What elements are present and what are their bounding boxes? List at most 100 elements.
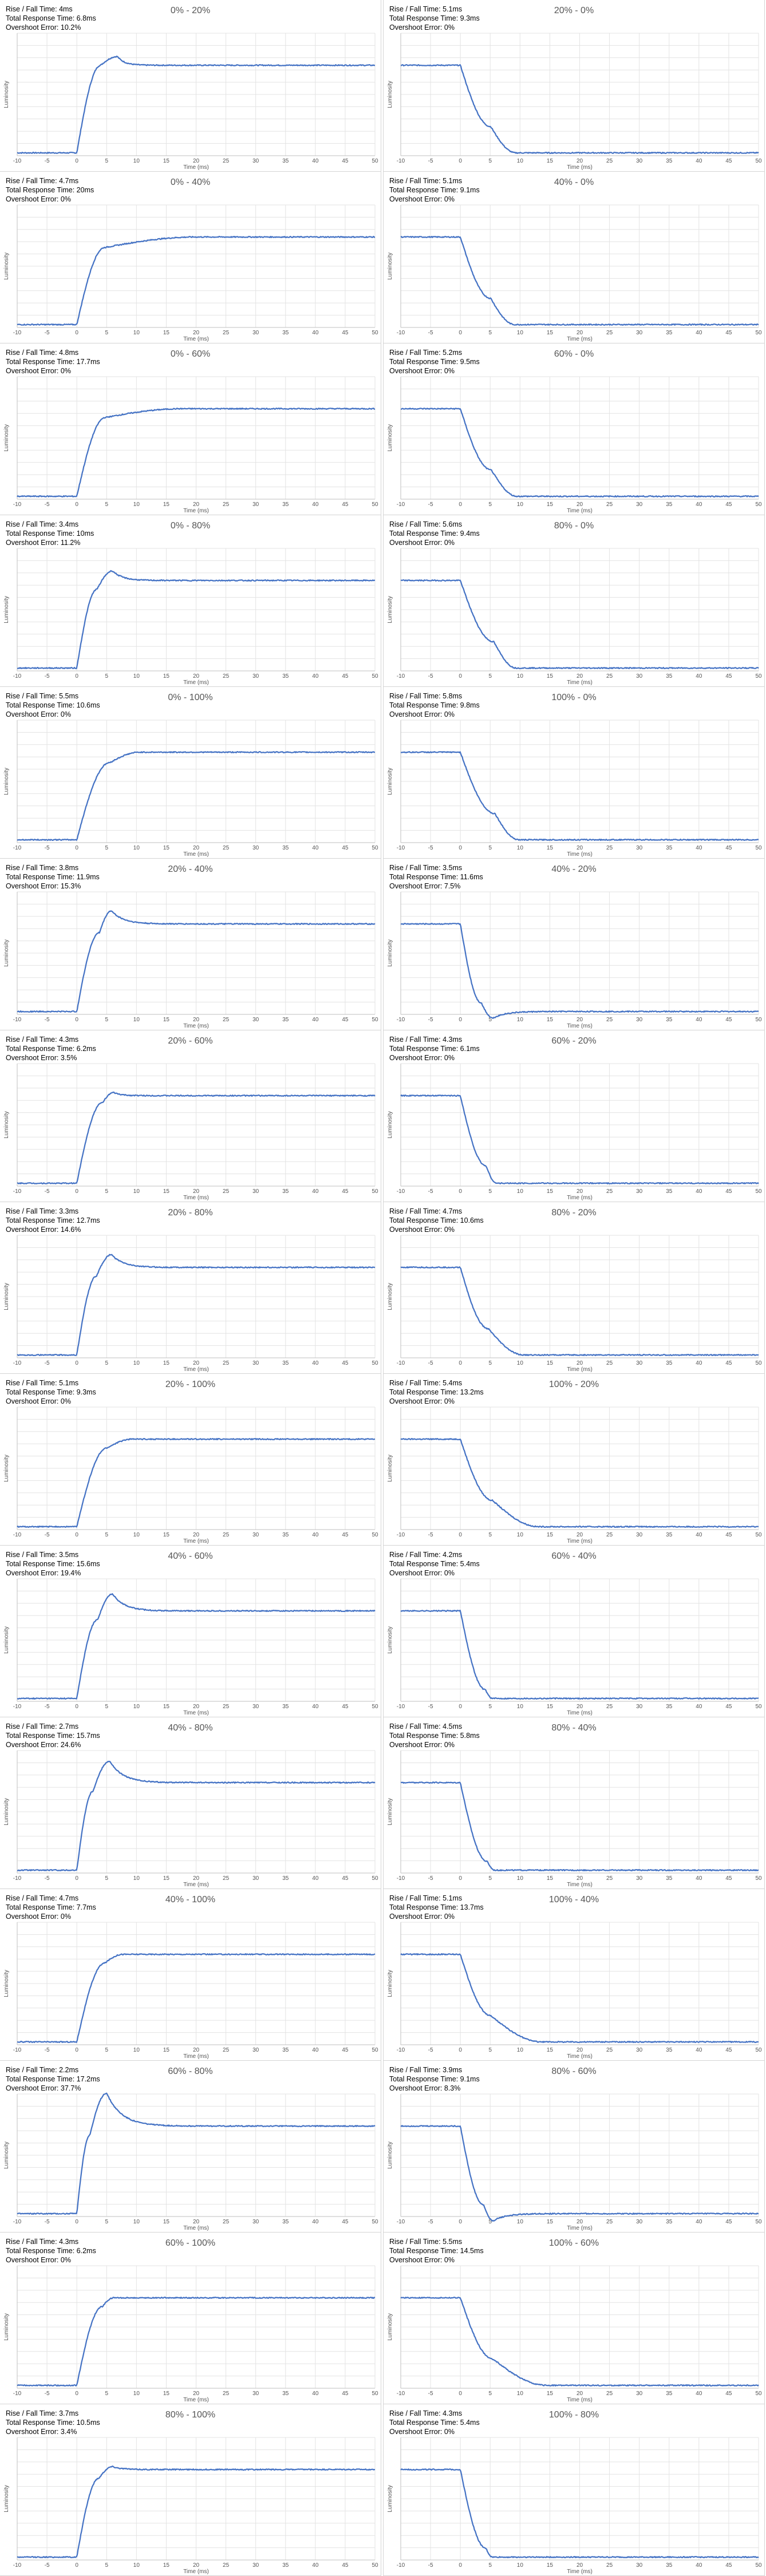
x-tick-label: 25 xyxy=(606,1188,613,1195)
x-tick-label: 45 xyxy=(725,1875,732,1882)
x-axis-label: Time (ms) xyxy=(183,1195,209,1201)
x-tick-label: 40 xyxy=(312,158,319,164)
panel-title-row: 0% - 40% xyxy=(0,177,381,188)
x-tick-label: 5 xyxy=(105,1360,108,1366)
y-axis-label: Luminosity xyxy=(3,939,10,967)
x-tick-label: 35 xyxy=(666,1017,673,1023)
response-panel: -10 -5 0 5 10 15 20 25 30 35 40 45 50 Time (ms) Lumino… xyxy=(383,2232,765,2404)
rise-fall-time: Rise / Fall Time: 5.5ms xyxy=(389,2238,463,2246)
y-axis-label: Luminosity xyxy=(387,81,393,108)
rise-fall-time: Rise / Fall Time: 5.5ms xyxy=(6,692,79,700)
x-tick-label: 5 xyxy=(105,1017,108,1023)
panel-title-row: 100% - 40% xyxy=(384,1895,764,1905)
overshoot-error: Overshoot Error: 0% xyxy=(389,23,455,31)
x-tick-label: 50 xyxy=(372,158,378,164)
x-tick-label: -5 xyxy=(45,2391,50,2397)
x-tick-label: 25 xyxy=(223,1875,230,1882)
x-tick-label: 50 xyxy=(372,2562,378,2569)
panel-plot: -10 -5 0 5 10 15 20 25 30 35 40 45 50 Time (ms) Lumino… xyxy=(3,548,378,686)
x-tick-label: 35 xyxy=(666,1704,673,1710)
rise-fall-time: Rise / Fall Time: 4.3ms xyxy=(389,1036,463,1044)
rise-fall-time: Rise / Fall Time: 4.2ms xyxy=(389,1551,463,1559)
x-tick-label: 50 xyxy=(755,2391,762,2397)
x-tick-label: 20 xyxy=(193,1532,200,1538)
transition-title: 80% - 20% xyxy=(551,1208,597,1218)
x-tick-label: 45 xyxy=(342,2562,349,2569)
x-tick-label: 30 xyxy=(252,673,259,679)
x-tick-label: 20 xyxy=(193,1875,200,1882)
x-tick-label: 5 xyxy=(488,845,492,851)
panel-plot: -10 -5 0 5 10 15 20 25 30 35 40 45 50 Time (ms) Lumino… xyxy=(387,2265,762,2403)
response-panel: -10 -5 0 5 10 15 20 25 30 35 40 45 50 Time (ms) Lumino… xyxy=(383,1717,765,1889)
x-tick-label: 40 xyxy=(312,1017,319,1023)
x-tick-label: 5 xyxy=(105,330,108,336)
x-tick-label: 30 xyxy=(252,1188,259,1195)
x-tick-label: -5 xyxy=(45,158,50,164)
x-tick-label: 20 xyxy=(193,2047,200,2053)
luminosity-series-line xyxy=(400,2468,759,2558)
response-stats: Rise / Fall Time: 3.5ms Total Response Ti… xyxy=(6,1550,100,1578)
response-stats: Rise / Fall Time: 3.7ms Total Response Ti… xyxy=(6,2409,100,2436)
rise-fall-time: Rise / Fall Time: 4.3ms xyxy=(389,2409,463,2417)
x-tick-label: 20 xyxy=(193,2391,200,2397)
x-tick-label: -10 xyxy=(397,501,405,508)
x-tick-label: 30 xyxy=(636,2047,643,2053)
x-tick-label: -5 xyxy=(45,1704,50,1710)
x-axis-label: Time (ms) xyxy=(183,2225,209,2231)
total-response-time: Total Response Time: 9.5ms xyxy=(389,358,480,366)
x-tick-label: 15 xyxy=(163,1532,170,1538)
x-tick-label: 10 xyxy=(133,1360,140,1366)
overshoot-error: Overshoot Error: 0% xyxy=(389,1054,455,1062)
x-tick-label: 25 xyxy=(606,158,613,164)
x-tick-label: 35 xyxy=(282,1188,289,1195)
rise-fall-time: Rise / Fall Time: 5.6ms xyxy=(389,520,463,528)
x-tick-label: 0 xyxy=(75,673,78,679)
x-tick-label: 35 xyxy=(666,158,673,164)
x-tick-label: 10 xyxy=(133,2047,140,2053)
x-tick-label: 40 xyxy=(312,330,319,336)
x-tick-label: -5 xyxy=(45,1532,50,1538)
luminosity-series-line xyxy=(401,750,759,841)
x-axis-label: Time (ms) xyxy=(567,1710,593,1716)
x-tick-label: 5 xyxy=(105,1532,108,1538)
panel-plot: -10 -5 0 5 10 15 20 25 30 35 40 45 50 Time (ms) Lumino… xyxy=(387,1406,762,1544)
x-tick-label: -5 xyxy=(428,1017,433,1023)
x-tick-label: -10 xyxy=(13,1188,22,1195)
panel-plot: -10 -5 0 5 10 15 20 25 30 35 40 45 50 Time (ms) Lumino… xyxy=(3,1406,378,1544)
x-tick-label: 15 xyxy=(163,2047,170,2053)
panel-plot: -10 -5 0 5 10 15 20 25 30 35 40 45 50 Time (ms) Lumino… xyxy=(387,2093,762,2231)
total-response-time: Total Response Time: 10.6ms xyxy=(6,701,100,709)
total-response-time: Total Response Time: 7.7ms xyxy=(6,1903,96,1911)
x-tick-label: 10 xyxy=(133,2219,140,2225)
transition-title: 100% - 80% xyxy=(548,2410,599,2420)
panel-title-row: 80% - 20% xyxy=(384,1208,764,1218)
luminosity-series-line xyxy=(17,1760,376,1871)
total-response-time: Total Response Time: 12.7ms xyxy=(6,1216,100,1224)
x-tick-label: 50 xyxy=(755,1360,762,1366)
x-tick-label: 0 xyxy=(459,1875,462,1882)
luminosity-series-line xyxy=(17,570,376,669)
x-tick-label: 45 xyxy=(342,2047,349,2053)
total-response-time: Total Response Time: 9.4ms xyxy=(389,530,480,538)
x-tick-label: 5 xyxy=(488,330,492,336)
x-tick-label: 40 xyxy=(312,673,319,679)
response-stats: Rise / Fall Time: 3.8ms Total Response Ti… xyxy=(6,863,100,891)
x-tick-label: 20 xyxy=(577,1875,583,1882)
x-tick-label: 50 xyxy=(372,845,378,851)
x-axis-label: Time (ms) xyxy=(567,2397,593,2403)
overshoot-error: Overshoot Error: 3.4% xyxy=(6,2428,77,2436)
x-tick-label: 40 xyxy=(696,1875,702,1882)
luminosity-series-line xyxy=(400,1781,759,1871)
total-response-time: Total Response Time: 9.8ms xyxy=(389,701,480,709)
panel-title-row: 80% - 100% xyxy=(0,2410,381,2420)
overshoot-error: Overshoot Error: 3.5% xyxy=(6,1054,77,1062)
response-stats: Rise / Fall Time: 3.5ms Total Response Ti… xyxy=(389,863,483,891)
rise-fall-time: Rise / Fall Time: 3.3ms xyxy=(6,1207,79,1215)
x-tick-label: 25 xyxy=(606,1360,613,1366)
x-tick-label: 40 xyxy=(312,501,319,508)
x-tick-label: 0 xyxy=(459,845,462,851)
x-tick-label: 40 xyxy=(696,2047,702,2053)
response-panel: -10 -5 0 5 10 15 20 25 30 35 40 45 50 Time (ms) Lumino… xyxy=(383,515,765,687)
x-tick-label: -5 xyxy=(45,2562,50,2569)
rise-fall-time: Rise / Fall Time: 3.4ms xyxy=(6,520,79,528)
